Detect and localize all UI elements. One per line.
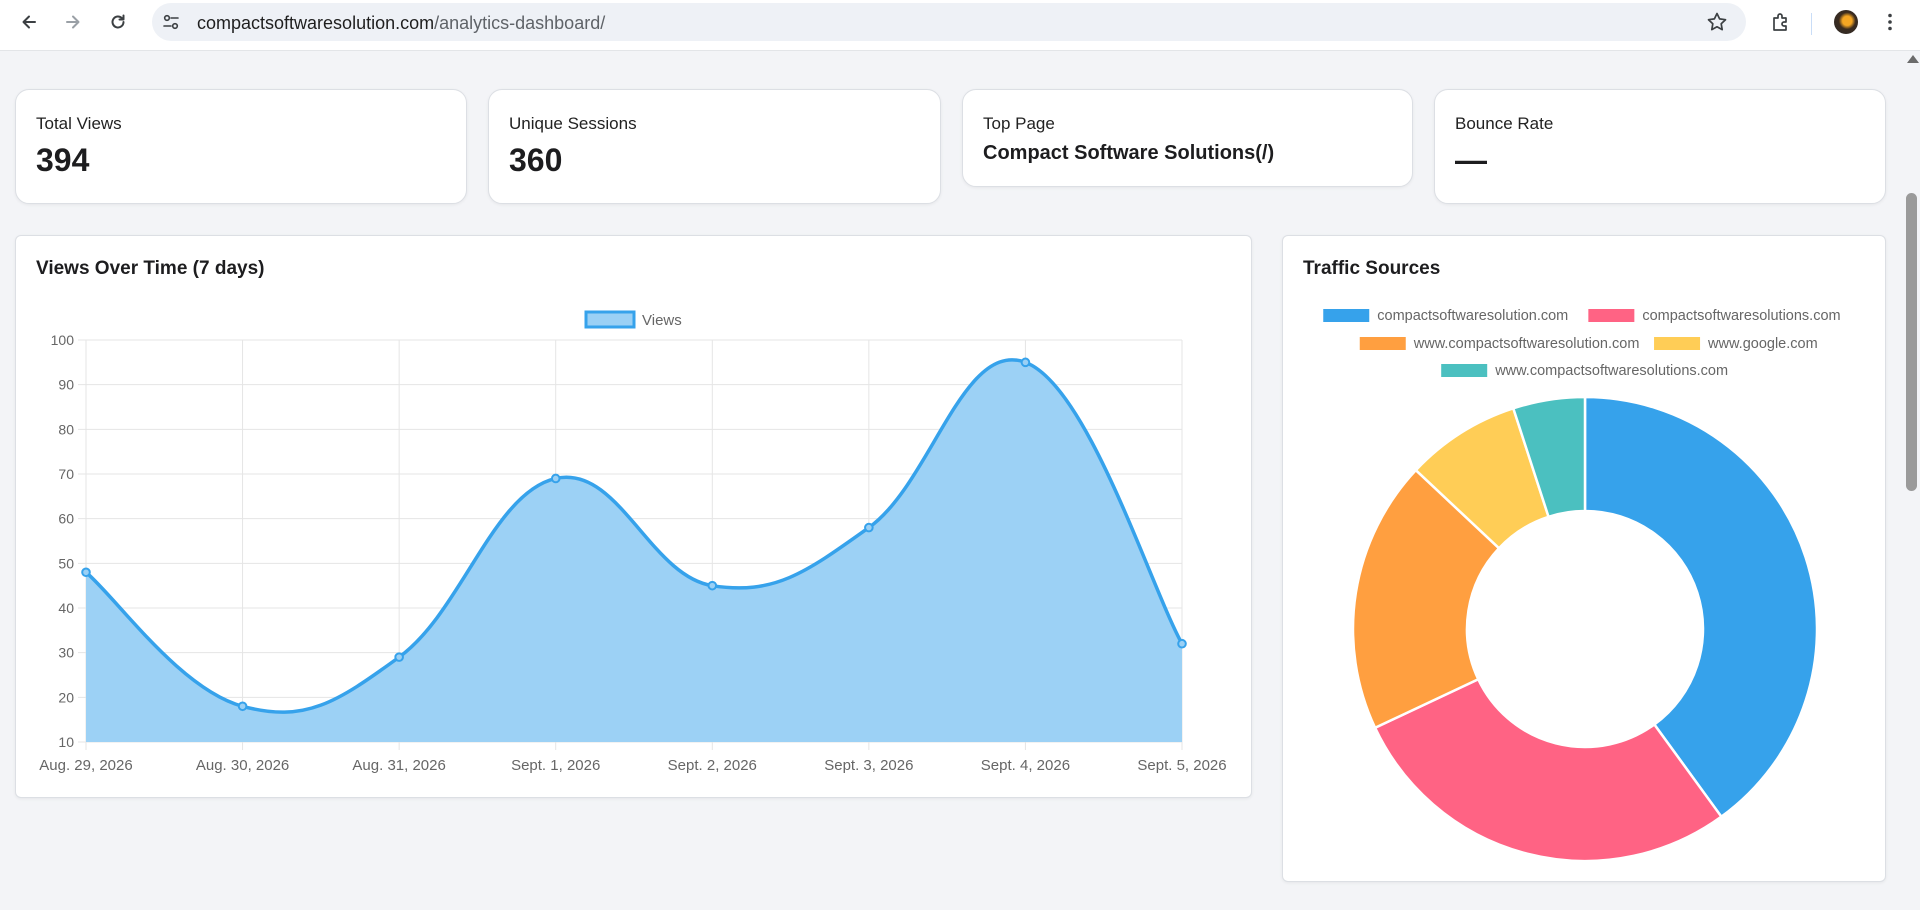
traffic-sources-panel: Traffic Sources compactsoftwaresolution.…	[1282, 235, 1886, 882]
bounce-rate-card: Bounce Rate —	[1434, 89, 1886, 204]
views-line-chart: Views 10 20 30 40 50 60 70 80 90 100 Aug. 29, 2026 A…	[39, 310, 1227, 774]
legend-swatch	[1441, 364, 1488, 377]
y-tick-label: 10	[58, 734, 74, 750]
url-path: /analytics-dashboard/	[434, 13, 606, 33]
legend-label: compactsoftwaresolutions.com	[1642, 308, 1840, 324]
toolbar-separator	[1811, 13, 1812, 35]
y-tick-label: 80	[58, 421, 74, 437]
legend-swatch	[1323, 309, 1370, 322]
views-data-point[interactable]	[1177, 638, 1187, 649]
arrow-right-icon	[66, 15, 80, 29]
forward-button[interactable]	[58, 7, 88, 37]
views-data-point[interactable]	[237, 701, 248, 712]
unique-sessions-label: Unique Sessions	[509, 114, 637, 133]
y-tick-label: 20	[58, 689, 74, 705]
x-tick-label: Sept. 1, 2026	[511, 757, 600, 774]
legend-item-5[interactable]: www.compactsoftwaresolutions.com	[1441, 363, 1728, 379]
legend-label: www.google.com	[1707, 336, 1818, 352]
legend-swatch	[1359, 337, 1406, 350]
legend-swatch	[1588, 309, 1635, 322]
address-bar[interactable]: compactsoftwaresolution.com/analytics-da…	[152, 3, 1746, 41]
bounce-rate-label: Bounce Rate	[1455, 114, 1554, 133]
views-data-point[interactable]	[81, 567, 91, 578]
doughnut-slice-1[interactable]	[1583, 395, 1819, 819]
x-tick-label: Aug. 30, 2026	[196, 757, 289, 774]
x-tick-label: Sept. 3, 2026	[824, 757, 913, 774]
browser-toolbar: compactsoftwaresolution.com/analytics-da…	[0, 0, 1920, 51]
y-tick-label: 90	[58, 377, 74, 393]
traffic-doughnut-chart: compactsoftwaresolution.com compactsoftwa…	[1323, 308, 1841, 863]
reload-button[interactable]	[103, 7, 133, 37]
views-data-point[interactable]	[394, 652, 404, 662]
legend-label-views: Views	[642, 312, 682, 329]
bounce-rate-value: —	[1455, 142, 1487, 178]
views-data-point[interactable]	[707, 580, 718, 591]
views-chart-title: Views Over Time (7 days)	[36, 258, 265, 279]
total-views-label: Total Views	[36, 114, 122, 133]
legend-item-views[interactable]: Views	[584, 310, 682, 329]
y-tick-label: 30	[58, 645, 74, 661]
url-domain: compactsoftwaresolution.com	[197, 13, 435, 33]
doughnut-slice-3[interactable]	[1351, 468, 1501, 730]
x-tick-label: Sept. 2, 2026	[668, 757, 757, 774]
legend-label: compactsoftwaresolution.com	[1377, 308, 1568, 324]
top-page-label: Top Page	[983, 114, 1055, 133]
scroll-thumb[interactable]	[1906, 193, 1917, 491]
legend-swatch-views	[584, 310, 636, 329]
x-tick-label: Sept. 4, 2026	[981, 757, 1070, 774]
top-page-card: Top Page Compact Software Solutions(/)	[962, 89, 1413, 187]
arrow-left-icon	[22, 15, 36, 29]
y-tick-label: 60	[58, 511, 74, 527]
legend-item-2[interactable]: compactsoftwaresolutions.com	[1588, 308, 1841, 324]
y-tick-label: 100	[51, 332, 75, 348]
doughnut-slice-2[interactable]	[1373, 677, 1724, 863]
bookmark-star-icon[interactable]	[1706, 11, 1728, 33]
puzzle-icon	[1773, 13, 1787, 31]
back-button[interactable]	[14, 7, 44, 37]
legend-label: www.compactsoftwaresolution.com	[1413, 336, 1640, 352]
total-views-value: 394	[36, 142, 90, 178]
views-area-fill	[86, 359, 1182, 742]
views-over-time-panel: Views Over Time (7 days) Views 10 20 30 40 50…	[15, 235, 1252, 798]
views-data-point[interactable]	[1020, 357, 1031, 368]
legend-item-1[interactable]: compactsoftwaresolution.com	[1323, 308, 1568, 324]
views-data-point[interactable]	[550, 473, 561, 484]
kebab-menu-icon	[1888, 13, 1892, 31]
x-tick-label: Sept. 5, 2026	[1137, 757, 1226, 774]
top-page-value: Compact Software Solutions(/)	[983, 142, 1275, 164]
legend-swatch	[1654, 337, 1701, 350]
total-views-card: Total Views 394	[15, 89, 467, 204]
scroll-up-arrow-icon[interactable]	[1907, 55, 1919, 63]
views-data-point[interactable]	[864, 522, 874, 533]
browser-menu-button[interactable]	[1875, 7, 1905, 37]
page-scrollbar[interactable]	[1903, 51, 1920, 910]
y-tick-label: 70	[58, 466, 74, 482]
legend-label: www.compactsoftwaresolutions.com	[1494, 363, 1728, 379]
unique-sessions-value: 360	[509, 142, 563, 178]
url-text[interactable]: compactsoftwaresolution.com/analytics-da…	[197, 13, 605, 34]
x-tick-label: Aug. 29, 2026	[39, 757, 132, 774]
doughnut-slice-5[interactable]	[1511, 395, 1587, 519]
legend-item-4[interactable]: www.google.com	[1654, 336, 1818, 352]
y-tick-label: 40	[58, 600, 74, 616]
reload-icon	[111, 14, 125, 29]
extensions-button[interactable]	[1766, 7, 1796, 37]
unique-sessions-card: Unique Sessions 360	[488, 89, 941, 204]
traffic-sources-title: Traffic Sources	[1303, 258, 1441, 279]
avatar	[1834, 10, 1858, 34]
profile-button[interactable]	[1831, 7, 1861, 37]
legend-item-3[interactable]: www.compactsoftwaresolution.com	[1359, 336, 1640, 352]
x-tick-label: Aug. 31, 2026	[352, 757, 445, 774]
y-tick-label: 50	[58, 555, 74, 571]
site-settings-icon[interactable]	[161, 12, 181, 32]
